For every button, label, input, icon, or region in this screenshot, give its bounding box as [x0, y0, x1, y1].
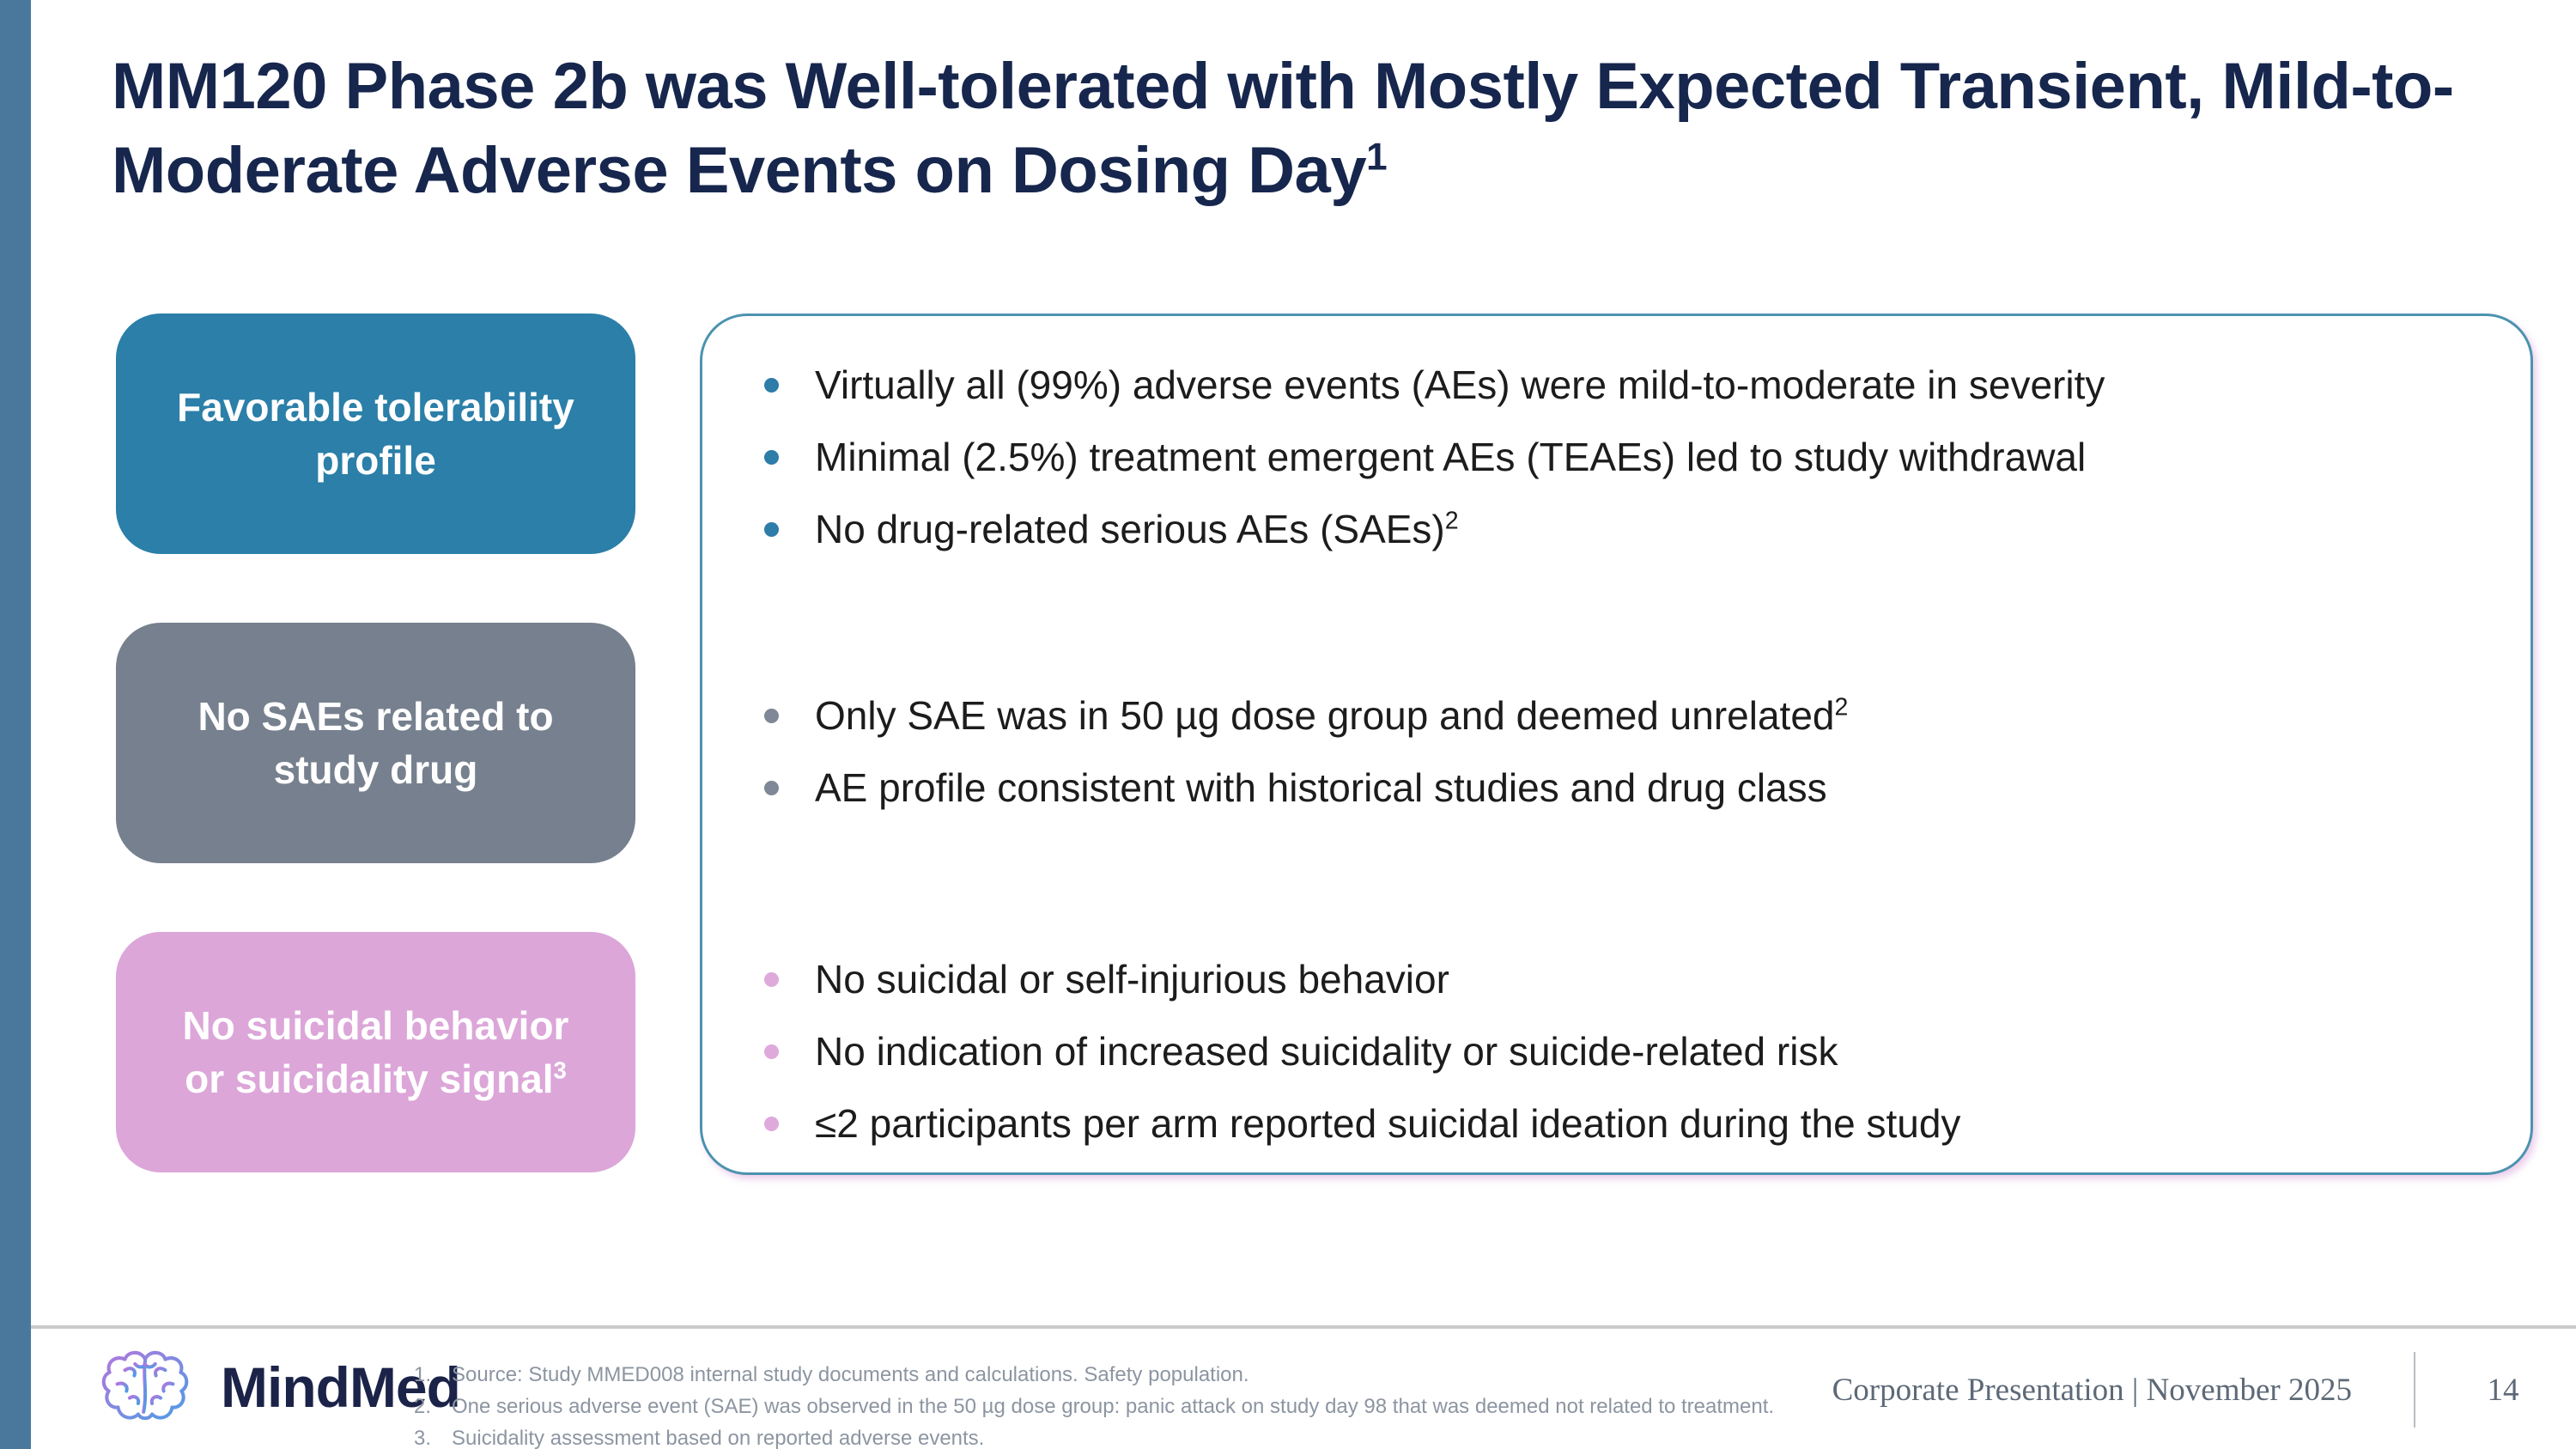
footnote-number: 1. — [414, 1363, 432, 1386]
pillar-no-suicidality: No suicidal behavior or suicidality sign… — [116, 932, 635, 1172]
footer-divider — [31, 1325, 2576, 1329]
footer-vertical-divider — [2414, 1352, 2415, 1428]
footnote-item: 2. One serious adverse event (SAE) was o… — [414, 1391, 1774, 1422]
bullet-dot-icon — [764, 709, 779, 723]
bullet-item: Only SAE was in 50 µg dose group and dee… — [764, 679, 2496, 752]
pillar-label: No suicidal behavior or suicidality sign… — [182, 1003, 569, 1101]
mindmed-logo: MindMed — [99, 1342, 461, 1432]
bullet-text: No drug-related serious AEs (SAEs)2 — [815, 507, 1459, 551]
bullet-dot-icon — [764, 522, 779, 537]
bullet-panel: Virtually all (99%) adverse events (AEs)… — [700, 314, 2533, 1175]
bullet-item: ≤2 participants per arm reported suicida… — [764, 1087, 2496, 1160]
pillar-no-saes: No SAEs related to study drug — [116, 623, 635, 863]
page-number: 14 — [2487, 1372, 2519, 1408]
footnote-text: Suicidality assessment based on reported… — [452, 1427, 985, 1449]
bullet-group-tolerability: Virtually all (99%) adverse events (AEs)… — [764, 349, 2496, 565]
bullet-item: AE profile consistent with historical st… — [764, 752, 2496, 824]
bullet-text: No suicidal or self-injurious behavior — [815, 957, 1449, 1002]
bullet-footnote-ref: 2 — [1444, 507, 1459, 535]
bullet-text: Only SAE was in 50 µg dose group and dee… — [815, 693, 1849, 738]
pillar-footnote-ref: 3 — [553, 1056, 567, 1084]
bullet-item: Minimal (2.5%) treatment emergent AEs (T… — [764, 421, 2496, 493]
left-accent-bar — [0, 0, 31, 1449]
bullet-text: AE profile consistent with historical st… — [815, 765, 1827, 810]
pillar-label: Favorable tolerability profile — [177, 385, 574, 483]
footnote-number: 2. — [414, 1395, 432, 1418]
brain-icon — [101, 1350, 189, 1421]
bullet-dot-icon — [764, 1044, 779, 1059]
bullet-item: No drug-related serious AEs (SAEs)2 — [764, 493, 2496, 565]
bullet-item: No indication of increased suicidality o… — [764, 1015, 2496, 1087]
pillar-column: Favorable tolerability profile No SAEs r… — [116, 314, 635, 1172]
presentation-label: Corporate Presentation | November 2025 — [1832, 1372, 2352, 1408]
bullet-dot-icon — [764, 378, 779, 393]
slide-title-text: MM120 Phase 2b was Well-tolerated with M… — [112, 50, 2454, 207]
title-footnote-ref: 1 — [1366, 136, 1388, 179]
bullet-group-suicidality: No suicidal or self-injurious behavior N… — [764, 943, 2496, 1160]
footnote-text: One serious adverse event (SAE) was obse… — [452, 1395, 1775, 1418]
bullet-text: Virtually all (99%) adverse events (AEs)… — [815, 362, 2105, 407]
footnote-item: 1. Source: Study MMED008 internal study … — [414, 1359, 1774, 1391]
footnotes-list: 1. Source: Study MMED008 internal study … — [414, 1359, 1774, 1449]
logo-wordmark: MindMed — [221, 1355, 461, 1419]
footnote-text: Source: Study MMED008 internal study doc… — [452, 1363, 1249, 1386]
bullet-text: ≤2 participants per arm reported suicida… — [815, 1101, 1961, 1146]
slide-title: MM120 Phase 2b was Well-tolerated with M… — [112, 45, 2499, 213]
bullet-dot-icon — [764, 1117, 779, 1131]
bullet-text: No indication of increased suicidality o… — [815, 1029, 1838, 1074]
bullet-item: Virtually all (99%) adverse events (AEs)… — [764, 349, 2496, 421]
bullet-footnote-ref: 2 — [1834, 693, 1849, 721]
footer-meta: Corporate Presentation | November 2025 1… — [1832, 1347, 2529, 1433]
pillar-label: No SAEs related to study drug — [197, 694, 554, 792]
footnote-item: 3. Suicidality assessment based on repor… — [414, 1422, 1774, 1449]
bullet-dot-icon — [764, 972, 779, 987]
bullet-dot-icon — [764, 450, 779, 465]
footnote-number: 3. — [414, 1427, 432, 1449]
bullet-group-saes: Only SAE was in 50 µg dose group and dee… — [764, 679, 2496, 824]
bullet-dot-icon — [764, 781, 779, 795]
bullet-item: No suicidal or self-injurious behavior — [764, 943, 2496, 1015]
pillar-favorable-tolerability: Favorable tolerability profile — [116, 314, 635, 554]
bullet-text: Minimal (2.5%) treatment emergent AEs (T… — [815, 435, 2087, 479]
